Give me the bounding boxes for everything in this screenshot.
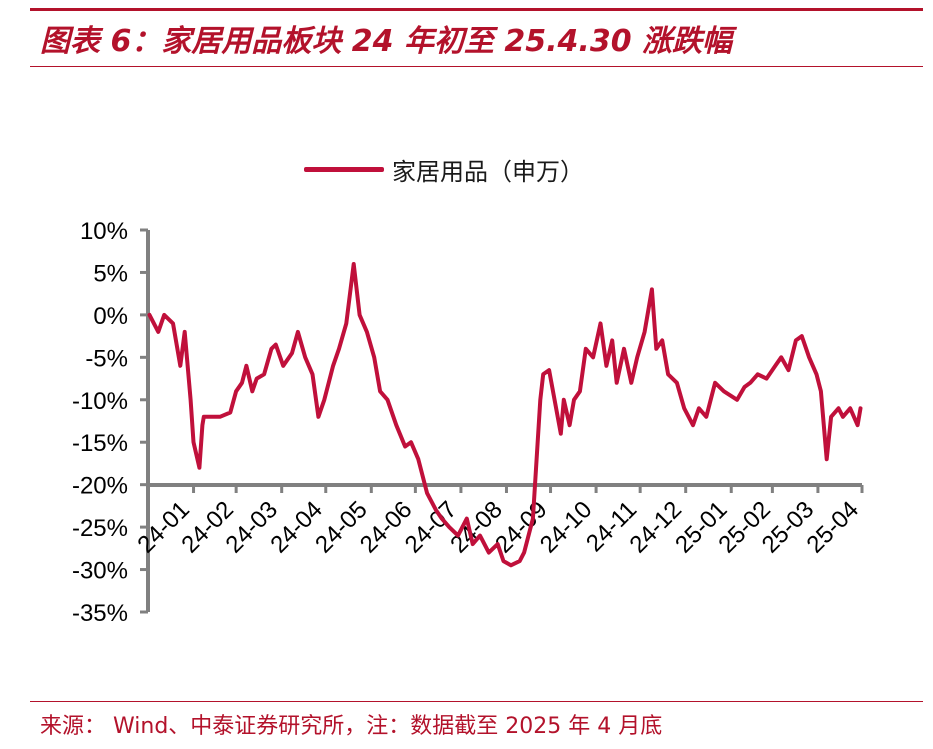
figure-title: 图表 6：家居用品板块 24 年初至 25.4.30 涨跌幅 bbox=[40, 24, 733, 59]
legend: 家居用品（申万） bbox=[304, 152, 584, 187]
x-tick-label: 25-04 bbox=[802, 496, 865, 559]
y-tick-label: -25% bbox=[72, 515, 128, 542]
y-tick-label: -5% bbox=[85, 345, 128, 372]
y-tick-label: -30% bbox=[72, 558, 128, 585]
y-tick-label: -35% bbox=[72, 600, 128, 627]
legend-label: 家居用品（申万） bbox=[392, 158, 584, 186]
x-tick-label: 24-05 bbox=[310, 496, 373, 559]
title-rule bbox=[30, 66, 923, 67]
y-tick-label: -10% bbox=[72, 388, 128, 415]
y-axis: 10% 5% 0% -5% -10% -15% -20% -25% -30% -35% bbox=[72, 218, 150, 627]
y-tick-label: -20% bbox=[72, 473, 128, 500]
series bbox=[147, 262, 863, 568]
legend-swatch bbox=[304, 167, 384, 172]
source-note: 来源： Wind、中泰证券研究所，注：数据截至 2025 年 4 月底 bbox=[40, 714, 663, 739]
y-tick-label: 10% bbox=[80, 218, 128, 245]
x-tick-label: 24-10 bbox=[535, 496, 598, 559]
y-tick-label: 5% bbox=[93, 260, 128, 287]
x-tick-label: 24-07 bbox=[400, 496, 463, 559]
x-tick-label: 24-12 bbox=[625, 496, 688, 559]
top-rule bbox=[30, 8, 923, 11]
y-tick-label: 0% bbox=[93, 303, 128, 330]
source-rule bbox=[30, 701, 923, 702]
series-line-0 bbox=[147, 262, 863, 568]
y-tick-label: -15% bbox=[72, 430, 128, 457]
